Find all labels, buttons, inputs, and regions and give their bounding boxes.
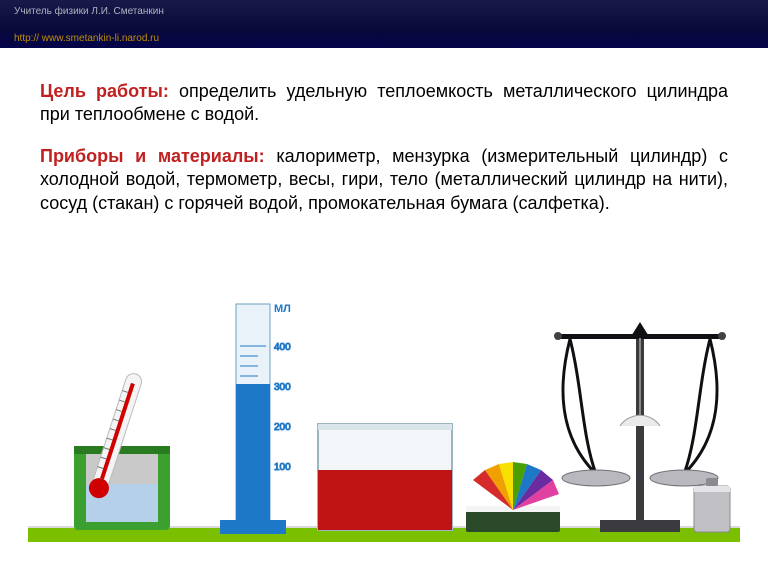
svg-text:300: 300 <box>274 382 291 393</box>
slide-header: Учитель физики Л.И. Сметанкин http:// ww… <box>0 0 768 48</box>
teacher-line: Учитель физики Л.И. Сметанкин <box>14 6 754 21</box>
equipment-label: Приборы и материалы: <box>40 146 265 166</box>
svg-text:400: 400 <box>274 342 291 353</box>
hot-beaker-icon <box>310 416 460 536</box>
purpose-label: Цель работы: <box>40 81 169 101</box>
weight-icon <box>690 476 734 536</box>
illustration-area: МЛ 400 300 200 100 <box>0 256 768 576</box>
svg-text:100: 100 <box>274 462 291 473</box>
equipment-paragraph: Приборы и материалы: калориметр, мензурк… <box>40 145 728 215</box>
text-block: Цель работы: определить удельную теплоем… <box>0 48 768 215</box>
measuring-cylinder-icon: МЛ 400 300 200 100 <box>210 296 300 536</box>
cylinder-unit: МЛ <box>274 303 291 315</box>
calorimeter-icon <box>60 366 190 536</box>
purpose-paragraph: Цель работы: определить удельную теплоем… <box>40 80 728 127</box>
svg-text:200: 200 <box>274 422 291 433</box>
url-line: http:// www.smetankin-li.narod.ru <box>14 33 159 44</box>
